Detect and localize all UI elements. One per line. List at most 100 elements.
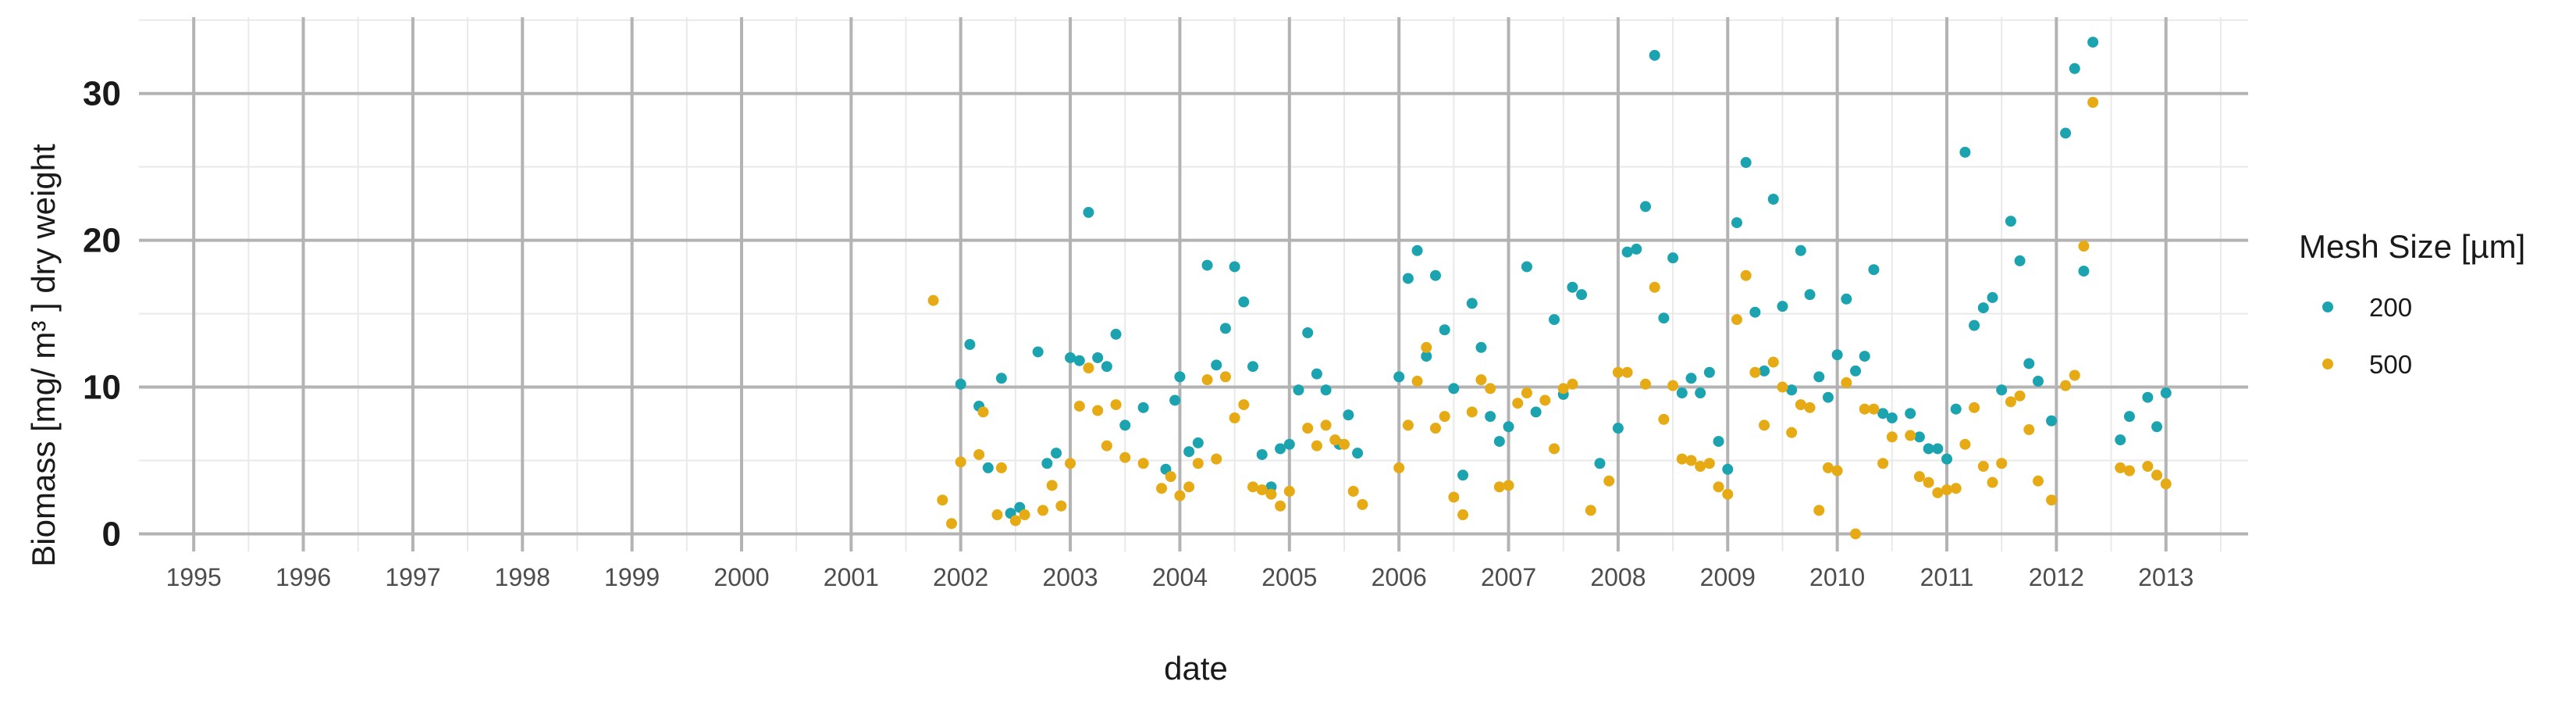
data-point-500 (2023, 424, 2035, 436)
data-point-200 (1868, 264, 1880, 276)
data-point-500 (1283, 485, 1295, 497)
data-point-500 (1311, 440, 1322, 451)
y-tick-label: 0 (102, 515, 121, 553)
data-point-500 (1475, 374, 1487, 386)
data-point-500 (977, 406, 989, 418)
data-point-500 (1512, 398, 1524, 409)
data-point-200 (1192, 437, 1204, 448)
data-point-200 (1722, 463, 1734, 475)
data-point-500 (1421, 341, 1432, 353)
y-tick-label: 20 (83, 222, 121, 260)
data-point-500 (1969, 401, 1980, 413)
data-point-500 (1247, 481, 1259, 493)
data-point-200 (1822, 391, 1834, 403)
x-axis-tick-labels: 1995 1996 1997 1998 1999 2000 2001 2002 2003 2004… (166, 563, 2194, 591)
data-point-200 (1996, 384, 2008, 396)
data-point-500 (1950, 483, 1962, 494)
data-point-200 (1429, 269, 1441, 281)
data-point-500 (937, 494, 948, 506)
data-point-200 (2087, 36, 2099, 48)
data-point-200 (1576, 289, 1588, 301)
data-point-200 (1247, 361, 1259, 373)
data-point-500 (1275, 500, 1286, 512)
data-point-500 (1987, 476, 1998, 488)
data-point-500 (2046, 494, 2058, 506)
data-point-200 (1969, 319, 1980, 331)
data-point-500 (1859, 403, 1870, 415)
data-point-200 (982, 462, 994, 473)
data-point-200 (1777, 301, 1788, 312)
data-point-200 (1493, 436, 1505, 448)
data-point-500 (1557, 383, 1569, 394)
data-point-500 (1567, 378, 1578, 390)
data-point-500 (1092, 405, 1104, 416)
legend-label-500: 500 (2369, 350, 2412, 379)
data-point-500 (1055, 500, 1067, 512)
data-point-500 (1621, 366, 1633, 378)
data-point-200 (1174, 371, 1186, 383)
data-point-500 (1585, 505, 1596, 516)
data-point-200 (1065, 352, 1076, 363)
y-tick-label: 30 (83, 75, 121, 113)
data-point-500 (1183, 481, 1195, 493)
data-point-200 (1549, 314, 1560, 326)
data-point-500 (1046, 480, 1058, 491)
x-tick-label: 2010 (1809, 563, 1865, 591)
data-point-200 (1457, 469, 1469, 481)
data-point-500 (1996, 458, 2008, 469)
x-tick-label: 2009 (1700, 563, 1756, 591)
data-point-200 (1485, 411, 1496, 423)
data-point-200 (1905, 408, 1916, 419)
data-point-500 (1009, 515, 1021, 526)
data-point-500 (1073, 400, 1085, 412)
data-point-200 (1119, 419, 1131, 431)
data-point-200 (2060, 127, 2072, 139)
data-point-500 (1713, 481, 1724, 493)
data-point-200 (2142, 391, 2154, 403)
data-point-200 (1101, 361, 1112, 373)
data-point-200 (2123, 411, 2135, 423)
data-point-500 (1083, 362, 1094, 374)
data-point-500 (2060, 380, 2072, 391)
data-point-200 (1201, 259, 1213, 271)
data-point-500 (1913, 471, 1925, 483)
data-point-200 (1402, 273, 1414, 284)
data-point-500 (1959, 438, 1971, 450)
data-point-500 (946, 518, 958, 530)
legend-title: Mesh Size [µm] (2299, 228, 2525, 265)
data-point-500 (1238, 399, 1250, 411)
data-point-500 (1466, 406, 1478, 418)
data-point-200 (1959, 146, 1971, 158)
data-point-200 (1393, 371, 1405, 383)
data-point-500 (1777, 381, 1788, 393)
data-point-500 (2142, 461, 2154, 473)
data-point-500 (1804, 401, 1816, 413)
data-point-200 (1850, 365, 1862, 376)
x-tick-label: 2007 (1481, 563, 1536, 591)
data-point-500 (1977, 461, 1989, 473)
data-point-500 (1877, 458, 1889, 469)
x-tick-label: 2004 (1152, 563, 1208, 591)
data-point-500 (995, 462, 1007, 473)
legend-label-200: 200 (2369, 293, 2412, 322)
data-point-200 (1831, 349, 1843, 361)
data-point-200 (1594, 458, 1606, 469)
x-tick-label: 2000 (713, 563, 769, 591)
y-axis-title: Biomass [mg/ m³ ] dry weight (25, 144, 62, 567)
data-point-200 (1786, 384, 1798, 396)
data-point-500 (2115, 462, 2126, 473)
data-point-200 (1567, 281, 1578, 293)
data-point-500 (1037, 505, 1048, 516)
data-point-200 (1640, 201, 1651, 212)
data-point-500 (1503, 480, 1514, 491)
x-tick-label: 1997 (385, 563, 440, 591)
data-point-200 (1411, 244, 1423, 256)
data-point-500 (1685, 455, 1697, 466)
data-point-500 (1731, 314, 1742, 326)
data-point-200 (2014, 255, 2026, 266)
data-point-200 (1740, 157, 1752, 169)
data-point-500 (2069, 369, 2080, 381)
x-tick-label: 1995 (166, 563, 222, 591)
data-point-500 (1402, 419, 1414, 431)
